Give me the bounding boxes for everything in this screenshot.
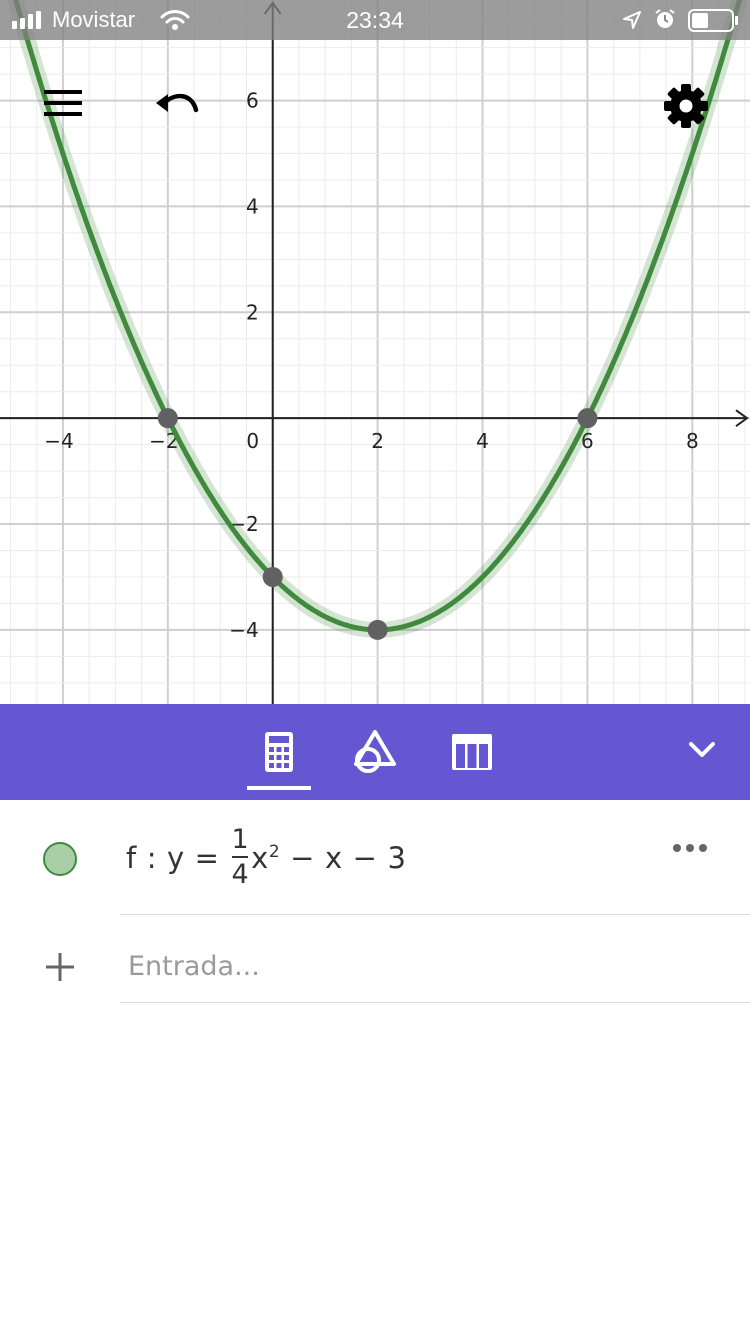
- tab-algebra[interactable]: [247, 726, 311, 790]
- formula-constant: 3: [387, 840, 407, 875]
- formula-term-x: x: [324, 840, 343, 875]
- x-axis-arrow: [735, 409, 749, 427]
- row-divider: [120, 914, 750, 915]
- fraction-bar: [232, 855, 249, 858]
- x-tick-label: 4: [476, 429, 489, 453]
- add-button[interactable]: [44, 951, 76, 983]
- menu-icon: [44, 90, 82, 116]
- battery-icon: [688, 9, 738, 32]
- visibility-toggle[interactable]: [43, 842, 77, 876]
- tab-table[interactable]: [440, 726, 504, 790]
- function-name: f: [126, 840, 137, 875]
- special-point: [367, 619, 388, 640]
- y-tick-label: −4: [229, 618, 258, 642]
- y-tick-label: 6: [246, 89, 259, 113]
- formula-equals: =: [194, 840, 220, 875]
- x-tick-label: −4: [44, 429, 73, 453]
- formula-minus-2: −: [352, 840, 378, 875]
- formula-variable: x: [251, 840, 269, 875]
- x-tick-label: 2: [371, 429, 384, 453]
- special-point: [577, 408, 598, 429]
- undo-button[interactable]: [152, 84, 202, 124]
- fraction: 1 4: [231, 824, 249, 892]
- collapse-button[interactable]: [670, 724, 734, 788]
- status-bar: Movistar 23:34: [0, 0, 750, 40]
- alarm-clock-icon: [655, 9, 675, 28]
- formula-lhs: y: [167, 840, 185, 875]
- fraction-numerator: 1: [231, 823, 250, 855]
- fraction-denominator: 4: [231, 858, 250, 890]
- input-row[interactable]: [0, 915, 750, 1003]
- x-tick-label: 8: [686, 429, 699, 453]
- table-icon: [452, 734, 492, 770]
- formula-exponent: 2: [268, 841, 281, 862]
- row-divider: [120, 1002, 750, 1003]
- more-options-button[interactable]: [668, 836, 712, 860]
- carrier-name: Movistar: [52, 7, 136, 32]
- y-tick-label: 4: [246, 194, 259, 218]
- calculator-icon: [265, 732, 293, 772]
- formula-colon: :: [146, 840, 157, 875]
- clock: 23:34: [346, 7, 404, 33]
- y-tick-label: 2: [246, 300, 259, 324]
- x-tick-label: 0: [246, 429, 259, 453]
- more-dots-icon: [673, 844, 707, 852]
- view-toolbar: [0, 704, 750, 800]
- function-curve-highlight: [7, 0, 748, 638]
- location-arrow-icon: [623, 11, 641, 29]
- wifi-icon: [160, 10, 190, 30]
- tab-tools[interactable]: [342, 726, 406, 790]
- graphing-canvas[interactable]: −4 −2 0 2 4 6 8 6 4 2 −2 −4: [0, 0, 750, 704]
- signal-bars-icon: [12, 11, 41, 29]
- active-tab-indicator: [247, 786, 311, 790]
- x-tick-label: 6: [581, 429, 594, 453]
- gear-icon: [664, 84, 708, 128]
- plus-icon: [46, 953, 74, 981]
- algebra-input[interactable]: [128, 945, 688, 987]
- settings-button[interactable]: [662, 82, 710, 130]
- chevron-down-icon: [689, 742, 715, 757]
- menu-button[interactable]: [42, 86, 86, 122]
- formula-minus-1: −: [290, 840, 315, 875]
- geometry-icon: [354, 730, 396, 773]
- undo-icon: [156, 93, 199, 113]
- special-point: [262, 566, 283, 587]
- special-point: [157, 408, 178, 429]
